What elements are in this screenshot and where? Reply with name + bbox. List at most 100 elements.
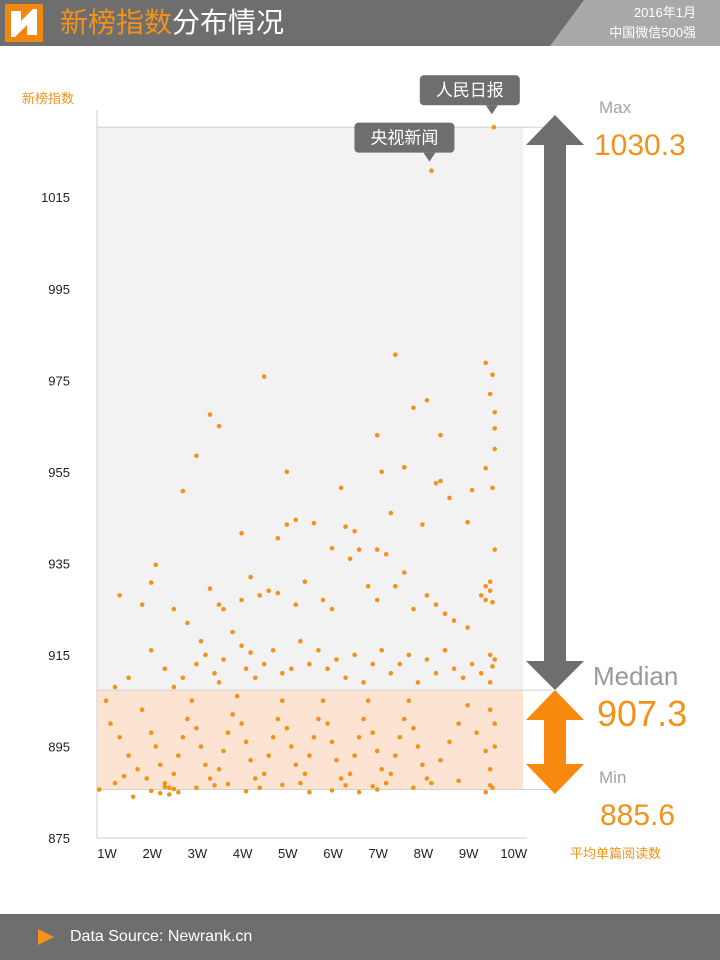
- data-point: [252, 776, 258, 781]
- data-point: [194, 785, 199, 790]
- data-point: [393, 584, 398, 589]
- data-point: [402, 570, 407, 575]
- data-point: [243, 666, 249, 671]
- data-point: [370, 730, 376, 735]
- data-point: [469, 487, 475, 493]
- data-point: [474, 730, 479, 735]
- data-point: [402, 465, 407, 470]
- data-point: [487, 652, 493, 658]
- data-point: [393, 753, 398, 758]
- y-tick-label: 995: [48, 282, 70, 297]
- data-point: [411, 785, 416, 790]
- data-point: [338, 485, 344, 491]
- data-point: [492, 657, 498, 662]
- data-point: [270, 648, 276, 653]
- min-value: 885.6: [600, 799, 675, 832]
- data-point: [234, 693, 240, 699]
- data-point: [293, 602, 299, 607]
- header-bar: 新榜指数分布情况 2016年1月 中国微信500强: [0, 0, 720, 46]
- data-point: [189, 698, 195, 703]
- data-point: [469, 661, 475, 667]
- data-point: [447, 739, 452, 745]
- data-point: [361, 680, 366, 685]
- y-tick-label: 1015: [41, 190, 70, 205]
- data-point: [438, 478, 443, 484]
- data-point: [320, 597, 326, 603]
- data-point: [361, 716, 366, 722]
- data-point: [171, 684, 177, 690]
- data-point: [411, 725, 416, 731]
- data-point: [374, 748, 380, 754]
- data-point: [490, 600, 495, 605]
- x-tick-label: 6W: [323, 846, 343, 861]
- data-point: [415, 744, 421, 749]
- data-point: [374, 432, 380, 438]
- data-point: [284, 469, 290, 475]
- data-point: [194, 725, 199, 731]
- data-point: [180, 675, 186, 681]
- callout-box: [354, 122, 455, 153]
- data-point: [388, 771, 394, 777]
- data-point: [207, 776, 213, 781]
- data-point: [225, 781, 231, 787]
- median-value: 907.3: [597, 693, 687, 734]
- data-point: [171, 771, 177, 777]
- data-point: [492, 744, 498, 749]
- data-point: [112, 684, 118, 690]
- data-point: [329, 788, 335, 793]
- callout-pointer: [423, 152, 436, 162]
- data-point: [230, 629, 235, 635]
- data-point: [429, 780, 434, 786]
- data-point: [447, 495, 452, 501]
- data-point: [483, 465, 489, 471]
- data-point: [203, 762, 208, 768]
- data-point: [162, 784, 168, 789]
- data-point: [198, 638, 204, 644]
- data-point: [316, 716, 321, 722]
- data-point: [180, 735, 186, 740]
- data-point: [157, 790, 163, 796]
- data-point: [487, 767, 493, 772]
- data-point: [487, 579, 493, 584]
- data-point: [325, 721, 330, 726]
- data-point: [483, 789, 489, 795]
- data-point: [167, 792, 172, 797]
- data-point: [167, 785, 172, 790]
- y-axis-title: 新榜指数: [22, 91, 74, 106]
- data-point: [456, 778, 461, 784]
- x-tick-label: 10W: [500, 846, 527, 861]
- data-point: [370, 661, 376, 667]
- data-point: [239, 597, 244, 603]
- data-point: [153, 562, 158, 568]
- y-tick-label: 875: [48, 831, 70, 846]
- data-point: [374, 787, 380, 792]
- x-tick-label: 5W: [278, 846, 298, 861]
- data-point: [492, 426, 498, 431]
- y-tick-label: 895: [48, 739, 70, 754]
- data-point: [338, 776, 344, 781]
- x-tick-label: 4W: [233, 846, 253, 861]
- data-point: [293, 762, 299, 768]
- x-tick-labels: 1W 2W 3W 4W 5W 6W 7W 8W 9W 10W: [97, 846, 528, 861]
- data-point: [420, 762, 425, 768]
- data-point: [257, 593, 263, 598]
- data-point: [185, 620, 190, 626]
- callout-box: [419, 75, 520, 106]
- page-title: 新榜指数分布情况: [60, 5, 284, 41]
- data-point: [307, 753, 312, 758]
- data-point: [356, 735, 362, 740]
- data-source: Data Source: Newrank.cn: [70, 928, 253, 945]
- data-point: [302, 579, 308, 584]
- data-point: [212, 783, 217, 788]
- data-point: [492, 446, 498, 452]
- data-point: [347, 556, 353, 562]
- data-point: [157, 762, 163, 768]
- data-point: [144, 776, 149, 781]
- data-point: [180, 488, 186, 494]
- data-point: [487, 783, 493, 788]
- data-point: [126, 753, 131, 758]
- data-point: [221, 606, 226, 612]
- data-point: [490, 372, 495, 378]
- data-point: [139, 707, 145, 713]
- data-point: [406, 698, 412, 703]
